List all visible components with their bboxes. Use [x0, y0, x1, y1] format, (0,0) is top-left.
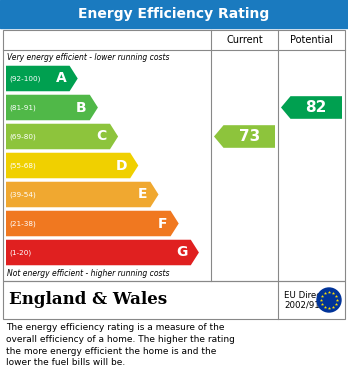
- Bar: [3, 30, 345, 281]
- Text: (21-38): (21-38): [9, 220, 36, 227]
- Text: (69-80): (69-80): [9, 133, 36, 140]
- Polygon shape: [6, 124, 118, 149]
- Text: (39-54): (39-54): [9, 191, 36, 198]
- Text: B: B: [76, 100, 87, 115]
- Polygon shape: [6, 66, 78, 91]
- Text: (1-20): (1-20): [9, 249, 31, 256]
- Polygon shape: [6, 240, 199, 265]
- Text: A: A: [56, 72, 66, 86]
- Polygon shape: [6, 211, 179, 236]
- Text: 73: 73: [239, 129, 260, 144]
- Text: D: D: [116, 158, 127, 172]
- Polygon shape: [6, 95, 98, 120]
- Text: G: G: [176, 246, 188, 260]
- Text: F: F: [158, 217, 168, 231]
- Text: The energy efficiency rating is a measure of the
overall efficiency of a home. T: The energy efficiency rating is a measur…: [6, 323, 235, 368]
- Text: Very energy efficient - lower running costs: Very energy efficient - lower running co…: [7, 52, 169, 61]
- Text: Energy Efficiency Rating: Energy Efficiency Rating: [78, 7, 270, 21]
- Text: Current: Current: [226, 35, 263, 45]
- Bar: [3, 281, 345, 319]
- Polygon shape: [6, 182, 158, 207]
- Text: Not energy efficient - higher running costs: Not energy efficient - higher running co…: [7, 269, 169, 278]
- Text: E: E: [138, 188, 148, 201]
- Polygon shape: [214, 125, 275, 148]
- Text: C: C: [97, 129, 107, 143]
- Text: (81-91): (81-91): [9, 104, 36, 111]
- Text: (92-100): (92-100): [9, 75, 40, 82]
- Text: EU Directive: EU Directive: [284, 291, 337, 300]
- Polygon shape: [6, 153, 138, 178]
- Text: 2002/91/EC: 2002/91/EC: [284, 301, 334, 310]
- Text: (55-68): (55-68): [9, 162, 36, 169]
- Bar: [0, 0, 348, 28]
- Circle shape: [317, 288, 341, 312]
- Text: England & Wales: England & Wales: [9, 292, 167, 308]
- Text: Potential: Potential: [290, 35, 333, 45]
- Text: 82: 82: [306, 100, 327, 115]
- Polygon shape: [281, 96, 342, 119]
